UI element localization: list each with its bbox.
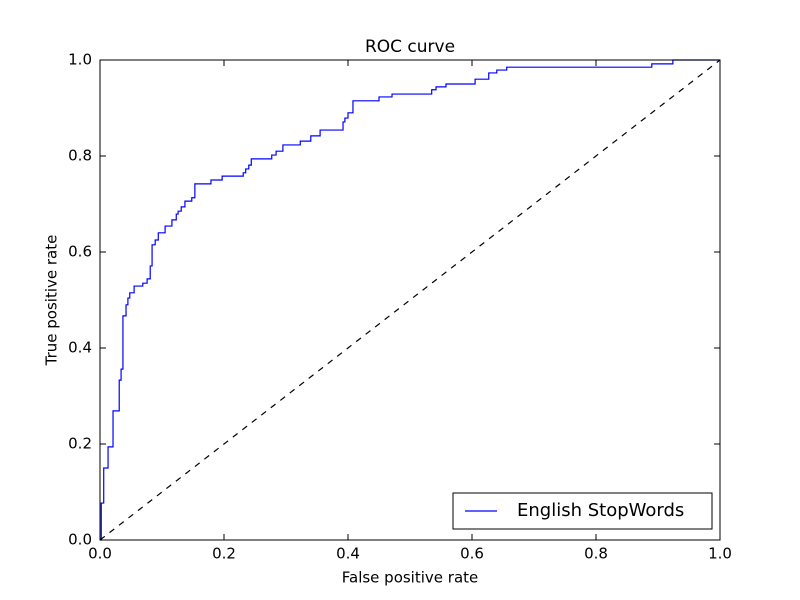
x-tick-label: 0.2	[212, 545, 236, 563]
y-tick-label: 1.0	[68, 51, 92, 69]
x-tick-label: 0.6	[460, 545, 484, 563]
series-line	[99, 59, 721, 541]
y-tick-label: 0.8	[68, 147, 92, 165]
x-tick-label: 1.0	[708, 545, 732, 563]
x-tick-label: 0.4	[336, 545, 360, 563]
y-axis-label: True positive rate	[43, 235, 61, 367]
y-tick-label: 0.0	[68, 531, 92, 549]
y-tick-label: 0.2	[68, 435, 92, 453]
x-axis-label: False positive rate	[342, 569, 479, 587]
legend-label: English StopWords	[517, 500, 684, 521]
plot-frame	[99, 59, 721, 541]
series-line	[100, 59, 720, 541]
x-tick-label: 0.0	[88, 545, 112, 563]
chart-title: ROC curve	[365, 37, 455, 57]
x-tick-label: 0.8	[584, 545, 608, 563]
y-tick-label: 0.4	[68, 339, 92, 357]
y-tick-label: 0.6	[68, 243, 92, 261]
